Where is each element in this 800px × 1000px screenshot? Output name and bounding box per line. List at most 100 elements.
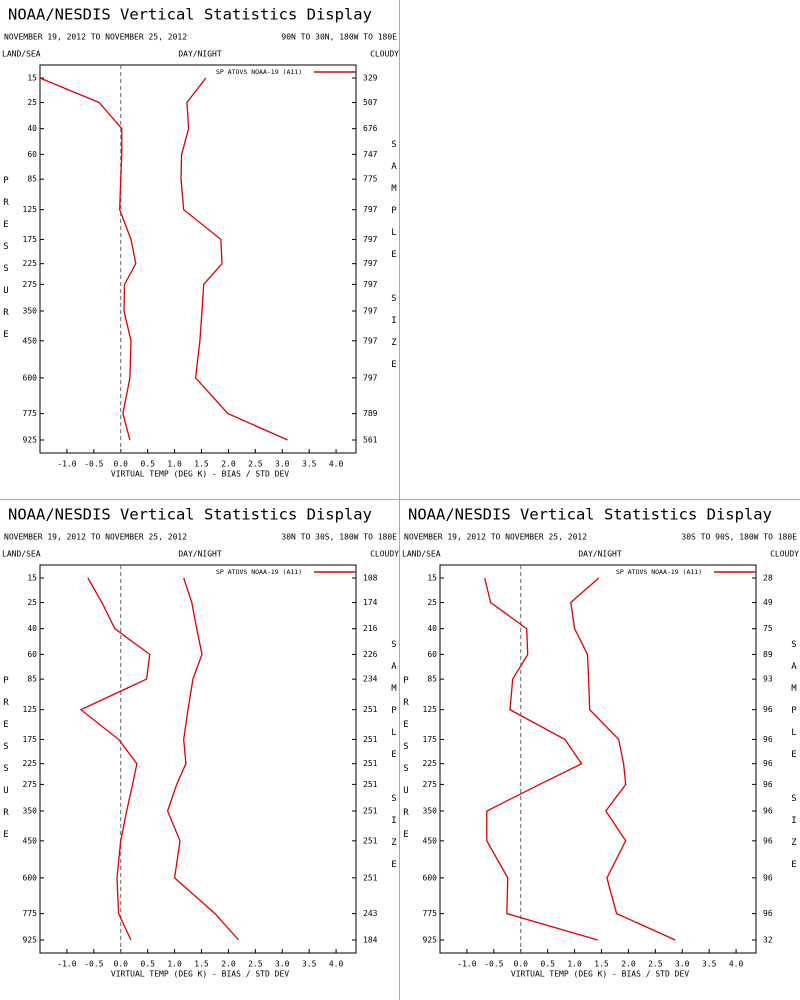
x-axis-label: VIRTUAL TEMP (DEG K) - BIAS / STD DEV xyxy=(111,970,289,979)
x-tick-label: 3.5 xyxy=(302,960,317,969)
pressure-label: 450 xyxy=(23,336,38,345)
x-tick-label: -1.0 xyxy=(457,960,476,969)
y-axis-label: PRESSURE xyxy=(1,176,11,352)
day-night: DAY/NIGHT xyxy=(578,550,622,559)
x-tick-label: 3.0 xyxy=(275,460,290,469)
sample-size: 251 xyxy=(363,735,378,744)
sample-size: 96 xyxy=(763,735,773,744)
cloudy: CLOUDY xyxy=(770,550,799,559)
panel: NOAA/NESDIS Vertical Statistics Display N… xyxy=(2,6,399,479)
sample-size: 251 xyxy=(363,806,378,815)
sample-size: 797 xyxy=(363,336,378,345)
pressure-label: 40 xyxy=(27,624,37,633)
cloudy: CLOUDY xyxy=(370,50,399,59)
pressure-label: 925 xyxy=(23,936,38,945)
sample-size: 96 xyxy=(763,836,773,845)
pressure-label: 775 xyxy=(423,909,438,918)
sample-size: 89 xyxy=(763,650,773,659)
x-tick-label: 1.0 xyxy=(167,460,182,469)
sample-size: 797 xyxy=(363,259,378,268)
pressure-label: 15 xyxy=(27,574,37,583)
bias-line xyxy=(484,577,598,941)
pressure-label: 600 xyxy=(23,873,38,882)
pressure-label: 125 xyxy=(423,705,438,714)
region: 30S TO 90S, 180W TO 180E xyxy=(681,533,797,542)
region: 30N TO 30S, 180W TO 180E xyxy=(281,533,397,542)
pressure-label: 40 xyxy=(427,624,437,633)
sample-size: 797 xyxy=(363,280,378,289)
x-tick-label: 2.5 xyxy=(248,460,263,469)
sample-size: 184 xyxy=(363,936,378,945)
pressure-label: 175 xyxy=(23,235,38,244)
pressure-label: 350 xyxy=(423,806,438,815)
sample-size: 96 xyxy=(763,806,773,815)
pressure-label: 125 xyxy=(23,705,38,714)
sample-size: 797 xyxy=(363,306,378,315)
x-tick-label: 0.0 xyxy=(114,460,129,469)
pressure-label: 60 xyxy=(427,650,437,659)
legend-label: SP ATOVS NOAA-19 (A11) xyxy=(616,568,702,576)
x-tick-label: -0.5 xyxy=(484,960,503,969)
pressure-label: 225 xyxy=(23,259,38,268)
x-tick-label: 3.0 xyxy=(675,960,690,969)
day-night: DAY/NIGHT xyxy=(178,550,222,559)
pressure-label: 15 xyxy=(27,74,37,83)
x-tick-label: -1.0 xyxy=(57,460,76,469)
x-tick-label: 2.5 xyxy=(248,960,263,969)
sample-size: 329 xyxy=(363,74,378,83)
x-tick-label: 1.5 xyxy=(594,960,609,969)
plot-frame xyxy=(39,64,357,454)
sample-size-label: SAMPLE SIZE xyxy=(389,640,399,882)
date-range: NOVEMBER 19, 2012 TO NOVEMBER 25, 2012 xyxy=(4,33,187,42)
sample-size: 96 xyxy=(763,873,773,882)
y-axis-label: PRESSURE xyxy=(1,676,11,852)
date-range: NOVEMBER 19, 2012 TO NOVEMBER 25, 2012 xyxy=(4,533,187,542)
title: NOAA/NESDIS Vertical Statistics Display xyxy=(8,6,372,24)
pressure-label: 225 xyxy=(423,759,438,768)
sample-size: 32 xyxy=(763,936,773,945)
bias-line xyxy=(39,77,137,441)
sample-size: 797 xyxy=(363,373,378,382)
pressure-label: 275 xyxy=(423,780,438,789)
sample-size: 96 xyxy=(763,759,773,768)
sample-size: 251 xyxy=(363,780,378,789)
sample-size: 251 xyxy=(363,759,378,768)
pressure-label: 85 xyxy=(427,675,437,684)
x-tick-label: 4.0 xyxy=(329,960,344,969)
std-dev-line xyxy=(166,577,240,941)
sample-size: 226 xyxy=(363,650,378,659)
sample-size-label: SAMPLE SIZE xyxy=(789,640,799,882)
x-tick-label: 1.5 xyxy=(194,960,209,969)
region: 90N TO 30N, 180W TO 180E xyxy=(281,33,397,42)
x-tick-label: 0.0 xyxy=(514,960,529,969)
sample-size: 49 xyxy=(763,598,773,607)
plot-frame xyxy=(39,564,357,954)
sample-size: 96 xyxy=(763,705,773,714)
x-tick-label: 1.0 xyxy=(167,960,182,969)
x-tick-label: 0.0 xyxy=(114,960,129,969)
pressure-label: 15 xyxy=(427,574,437,583)
std-dev-line xyxy=(180,77,288,441)
land-sea: LAND/SEA xyxy=(2,50,41,59)
panel: NOAA/NESDIS Vertical Statistics Display N… xyxy=(402,506,799,979)
panel: NOAA/NESDIS Vertical Statistics Display N… xyxy=(2,506,399,979)
land-sea: LAND/SEA xyxy=(2,550,41,559)
plot-frame xyxy=(439,564,757,954)
sample-size: 174 xyxy=(363,598,378,607)
pressure-label: 60 xyxy=(27,150,37,159)
y-axis-label: PRESSURE xyxy=(401,676,411,852)
sample-size: 75 xyxy=(763,624,773,633)
sample-size: 251 xyxy=(363,836,378,845)
x-tick-label: 1.0 xyxy=(567,960,582,969)
pressure-label: 350 xyxy=(23,806,38,815)
pressure-label: 600 xyxy=(23,373,38,382)
title: NOAA/NESDIS Vertical Statistics Display xyxy=(8,506,372,524)
x-tick-label: 3.0 xyxy=(275,960,290,969)
sample-size: 676 xyxy=(363,124,378,133)
sample-size: 108 xyxy=(363,574,378,583)
pressure-label: 275 xyxy=(23,280,38,289)
sample-size: 93 xyxy=(763,675,773,684)
sample-size: 789 xyxy=(363,409,378,418)
